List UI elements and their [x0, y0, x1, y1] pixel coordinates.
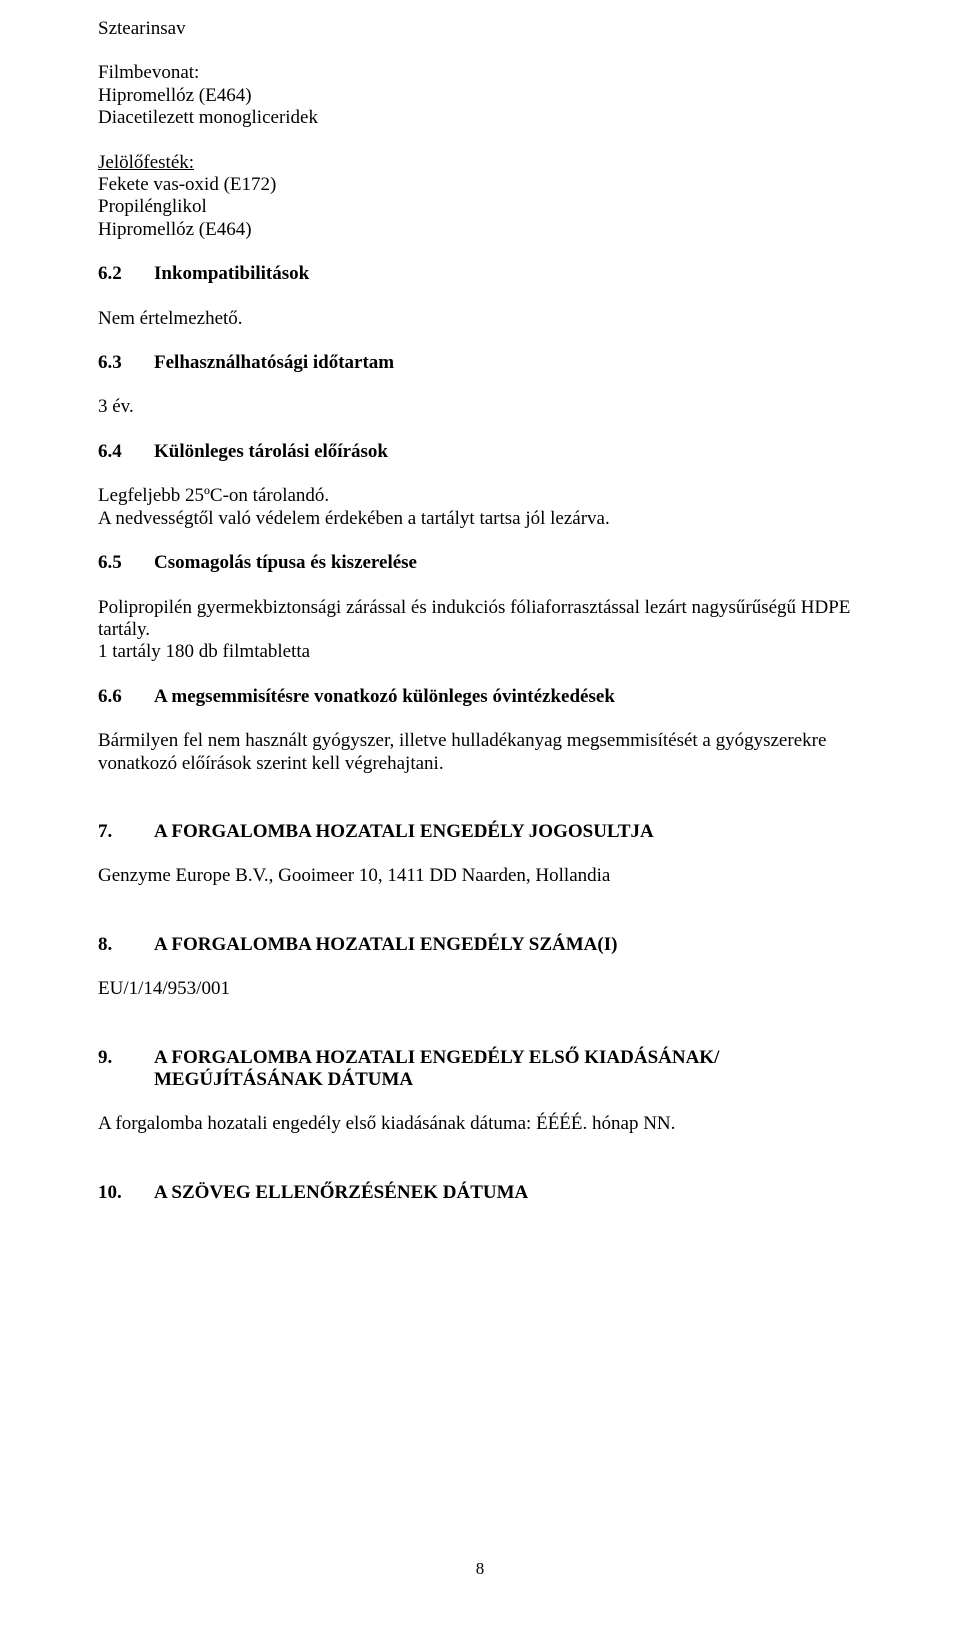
- section-number: 6.2: [98, 263, 154, 285]
- text-line: Bármilyen fel nem használt gyógyszer, il…: [98, 730, 862, 775]
- text-line: 1 tartály 180 db filmtabletta: [98, 641, 862, 663]
- text-line: Legfeljebb 25ºC-on tárolandó.: [98, 485, 862, 507]
- section-title: A FORGALOMBA HOZATALI ENGEDÉLY SZÁMA(I): [154, 934, 617, 956]
- section-title-wrap: A FORGALOMBA HOZATALI ENGEDÉLY ELSŐ KIAD…: [154, 1047, 862, 1092]
- dye-block: Jelölőfesték: Fekete vas-oxid (E172) Pro…: [98, 152, 862, 242]
- section-body: Bármilyen fel nem használt gyógyszer, il…: [98, 730, 862, 775]
- section-title: A megsemmisítésre vonatkozó különleges ó…: [154, 686, 615, 708]
- document-page: Sztearinsav Filmbevonat: Hipromellóz (E4…: [0, 0, 960, 1637]
- section-body: Polipropilén gyermekbiztonsági zárással …: [98, 597, 862, 664]
- section-title: Különleges tárolási előírások: [154, 441, 388, 463]
- section-title-line: MEGÚJÍTÁSÁNAK DÁTUMA: [154, 1069, 862, 1091]
- section-number: 7.: [98, 821, 154, 843]
- text-line: A nedvességtől való védelem érdekében a …: [98, 508, 862, 530]
- text-line: Fekete vas-oxid (E172): [98, 174, 862, 196]
- section-number: 9.: [98, 1047, 154, 1092]
- section-heading-10: 10. A SZÖVEG ELLENŐRZÉSÉNEK DÁTUMA: [98, 1182, 862, 1204]
- section-number: 8.: [98, 934, 154, 956]
- section-body: A forgalomba hozatali engedély első kiad…: [98, 1113, 862, 1135]
- section-body: EU/1/14/953/001: [98, 978, 862, 1000]
- dye-label: Jelölőfesték:: [98, 152, 862, 174]
- section-number: 6.5: [98, 552, 154, 574]
- text-line: Genzyme Europe B.V., Gooimeer 10, 1411 D…: [98, 865, 862, 887]
- section-body: 3 év.: [98, 396, 862, 418]
- text-line: Hipromellóz (E464): [98, 219, 862, 241]
- section-body: Nem értelmezhető.: [98, 308, 862, 330]
- text-line: Sztearinsav: [98, 18, 862, 40]
- section-heading-6-4: 6.4 Különleges tárolási előírások: [98, 441, 862, 463]
- section-title: A SZÖVEG ELLENŐRZÉSÉNEK DÁTUMA: [154, 1182, 528, 1204]
- ingredient-block: Sztearinsav: [98, 18, 862, 40]
- text-line: EU/1/14/953/001: [98, 978, 862, 1000]
- section-title-line: A FORGALOMBA HOZATALI ENGEDÉLY ELSŐ KIAD…: [154, 1047, 862, 1069]
- section-number: 6.4: [98, 441, 154, 463]
- section-body: Genzyme Europe B.V., Gooimeer 10, 1411 D…: [98, 865, 862, 887]
- text-line: Polipropilén gyermekbiztonsági zárással …: [98, 597, 862, 642]
- section-heading-6-5: 6.5 Csomagolás típusa és kiszerelése: [98, 552, 862, 574]
- section-body: Legfeljebb 25ºC-on tárolandó. A nedvessé…: [98, 485, 862, 530]
- text-line: A forgalomba hozatali engedély első kiad…: [98, 1113, 862, 1135]
- text-line: 3 év.: [98, 396, 862, 418]
- section-heading-6-2: 6.2 Inkompatibilitások: [98, 263, 862, 285]
- section-heading-6-3: 6.3 Felhasználhatósági időtartam: [98, 352, 862, 374]
- section-title: Inkompatibilitások: [154, 263, 309, 285]
- section-heading-6-6: 6.6 A megsemmisítésre vonatkozó különleg…: [98, 686, 862, 708]
- coating-label: Filmbevonat:: [98, 62, 862, 84]
- section-number: 10.: [98, 1182, 154, 1204]
- section-heading-9: 9. A FORGALOMBA HOZATALI ENGEDÉLY ELSŐ K…: [98, 1047, 862, 1092]
- section-title: Felhasználhatósági időtartam: [154, 352, 394, 374]
- section-heading-8: 8. A FORGALOMBA HOZATALI ENGEDÉLY SZÁMA(…: [98, 934, 862, 956]
- section-heading-7: 7. A FORGALOMBA HOZATALI ENGEDÉLY JOGOSU…: [98, 821, 862, 843]
- section-title: Csomagolás típusa és kiszerelése: [154, 552, 417, 574]
- section-title: A FORGALOMBA HOZATALI ENGEDÉLY JOGOSULTJ…: [154, 821, 654, 843]
- text-line: Propilénglikol: [98, 196, 862, 218]
- text-line: Diacetilezett monogliceridek: [98, 107, 862, 129]
- coating-block: Filmbevonat: Hipromellóz (E464) Diacetil…: [98, 62, 862, 129]
- section-number: 6.3: [98, 352, 154, 374]
- text-line: Nem értelmezhető.: [98, 308, 862, 330]
- page-number: 8: [0, 1559, 960, 1579]
- section-number: 6.6: [98, 686, 154, 708]
- text-line: Hipromellóz (E464): [98, 85, 862, 107]
